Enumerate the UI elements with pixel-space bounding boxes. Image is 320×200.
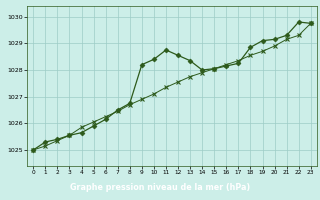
Text: Graphe pression niveau de la mer (hPa): Graphe pression niveau de la mer (hPa) — [70, 183, 250, 192]
